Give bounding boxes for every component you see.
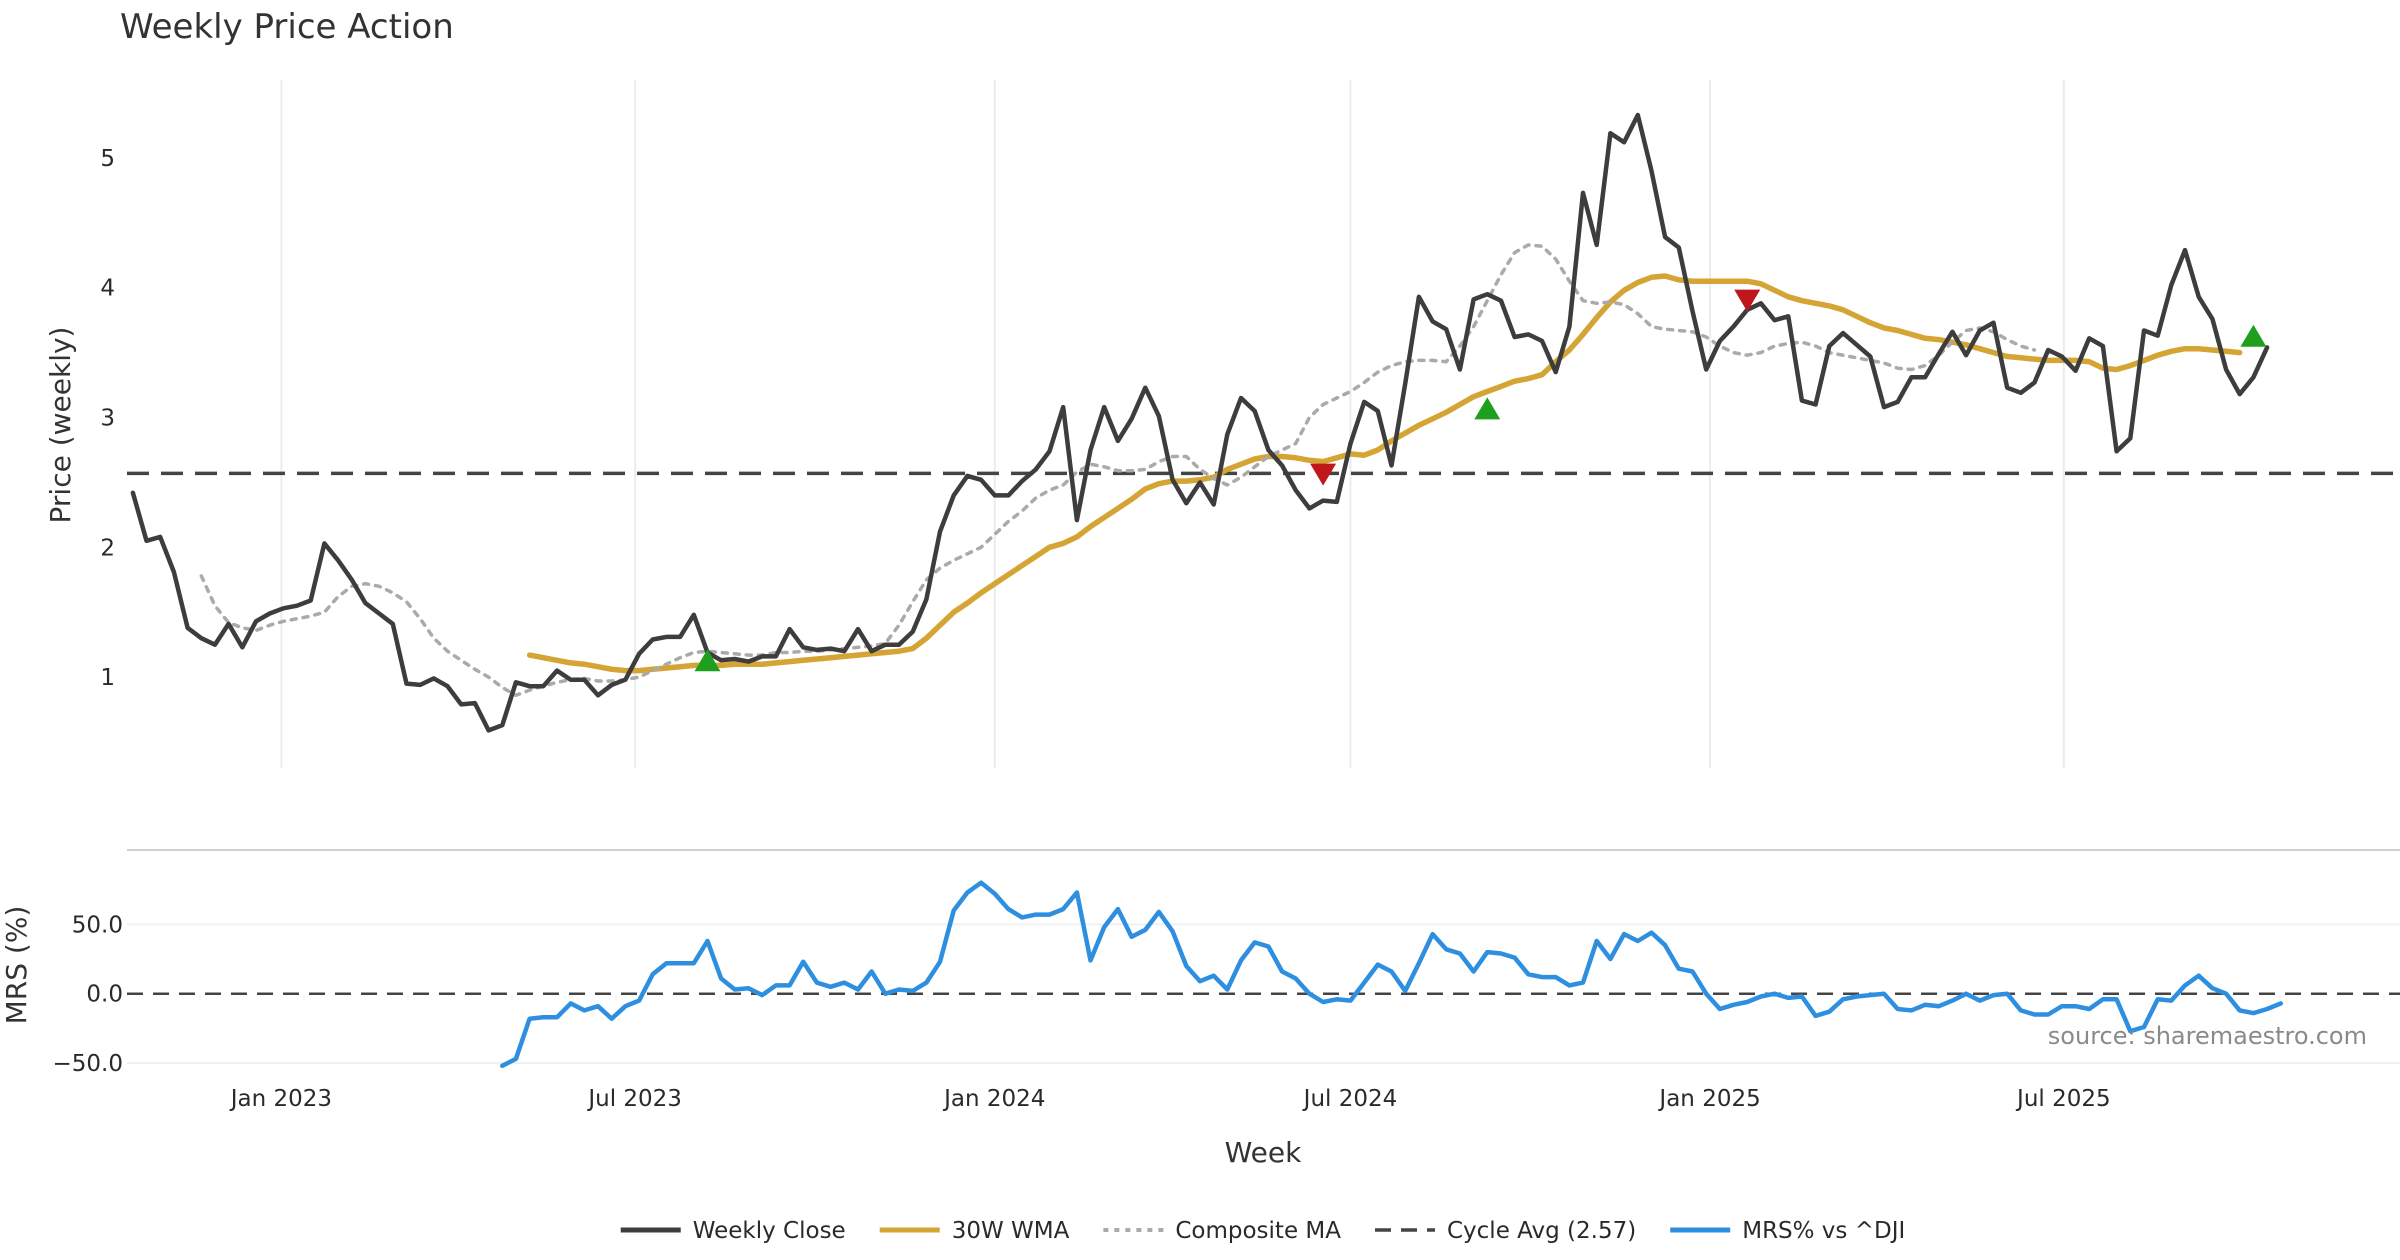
- legend-label: MRS% vs ^DJI: [1742, 1218, 1905, 1244]
- sell-signal-marker: [1734, 289, 1761, 312]
- lower-y-tick-label: 0.0: [86, 982, 123, 1008]
- legend-label: Weekly Close: [693, 1218, 846, 1244]
- buy-signal-marker: [2240, 324, 2267, 347]
- upper-y-tick-label: 2: [100, 535, 115, 561]
- x-tick-label: Jan 2024: [942, 1086, 1045, 1112]
- upper-y-tick-label: 5: [100, 146, 115, 172]
- upper-y-tick-label: 4: [100, 276, 115, 302]
- x-tick-label: Jan 2025: [1657, 1086, 1760, 1112]
- upper-y-ticks: 1 2 3 4 5: [100, 146, 115, 691]
- legend-label: 30W WMA: [952, 1218, 1070, 1244]
- buy-signal-marker: [694, 649, 721, 672]
- legend-label: Cycle Avg (2.57): [1447, 1218, 1636, 1244]
- lower-y-ticks: 50.0 0.0 −50.0: [53, 912, 123, 1077]
- weekly-close-line: [130, 112, 2270, 733]
- source-note: source: sharemaestro.com: [2048, 1022, 2367, 1050]
- legend-label: Composite MA: [1175, 1218, 1341, 1244]
- buy-signal-marker: [1474, 397, 1501, 420]
- x-axis-label: Week: [1225, 1136, 1302, 1169]
- x-ticks: Jan 2023 Jul 2023 Jan 2024 Jul 2024 Jan 2025…: [229, 1086, 2111, 1112]
- composite-ma-line: [199, 243, 2037, 698]
- x-tick-label: Jan 2023: [229, 1086, 332, 1112]
- lower-series: [500, 880, 2284, 1069]
- lower-y-tick-label: 50.0: [72, 912, 123, 938]
- sell-signal-marker: [1310, 463, 1337, 486]
- lower-y-tick-label: −50.0: [53, 1051, 123, 1077]
- lower-y-axis-label: MRS (%): [0, 906, 33, 1025]
- upper-y-tick-label: 1: [100, 665, 115, 691]
- x-tick-label: Jul 2025: [2015, 1086, 2111, 1112]
- upper-y-tick-label: 3: [100, 406, 115, 432]
- signal-markers: [694, 289, 2267, 672]
- x-tick-label: Jul 2023: [586, 1086, 682, 1112]
- x-tick-label: Jul 2024: [1302, 1086, 1398, 1112]
- legend: Weekly Close 30W WMA Composite MA Cycle Avg…: [620, 1218, 1905, 1244]
- chart-title: Weekly Price Action: [120, 7, 454, 47]
- mrs-line: [500, 880, 2284, 1069]
- upper-grid: [280, 80, 2065, 768]
- upper-y-axis-label: Price (weekly): [44, 327, 77, 524]
- upper-series: [130, 112, 2270, 733]
